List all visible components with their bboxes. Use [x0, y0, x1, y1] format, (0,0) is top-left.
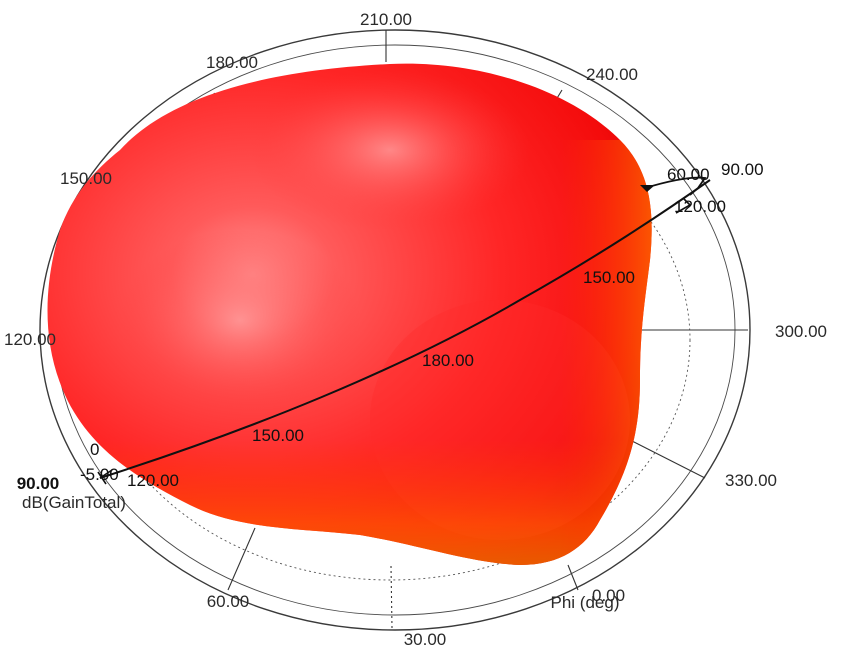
theta-tick-label: 120.00	[127, 471, 179, 490]
phi-tick-label: 150.00	[60, 169, 112, 188]
theta-tick-label: 120.00	[674, 197, 726, 216]
phi-tick-label: 300.00	[775, 322, 827, 341]
theta-axis-arrow	[640, 185, 655, 192]
theta-tick-label: 90.00	[721, 160, 764, 179]
theta-tick-label: 150.00	[583, 268, 635, 287]
theta-tick-label: 90.00	[17, 474, 60, 493]
phi-tick-label: 240.00	[586, 65, 638, 84]
quantity-label: dB(GainTotal)	[22, 493, 126, 512]
outer-polar-ring	[39, 29, 751, 631]
theta-tick-label: 180.00	[422, 351, 474, 370]
phi-tick-label: 0.00	[592, 586, 625, 605]
gain-axis-stub	[97, 469, 113, 485]
phi-tick-label: 60.00	[207, 592, 250, 611]
gain-tick-label: 0	[90, 440, 99, 459]
phi-tick-label: 180.00	[206, 53, 258, 72]
theta-tick-label: 60.00	[667, 165, 710, 184]
theta-tick-label: 150.00	[252, 426, 304, 445]
phi-tick-label: 210.00	[360, 10, 412, 29]
phi-tick-label: 330.00	[725, 471, 777, 490]
phi-tick-label: 30.00	[404, 630, 447, 648]
gain-tick-label: -5.00	[80, 465, 119, 484]
phi-tick-label: 120.00	[4, 330, 56, 349]
theta-axis-arrow-lower	[675, 198, 692, 214]
phi-axis-label: Phi (deg)	[551, 593, 620, 612]
theta-axis-arc	[99, 179, 711, 479]
